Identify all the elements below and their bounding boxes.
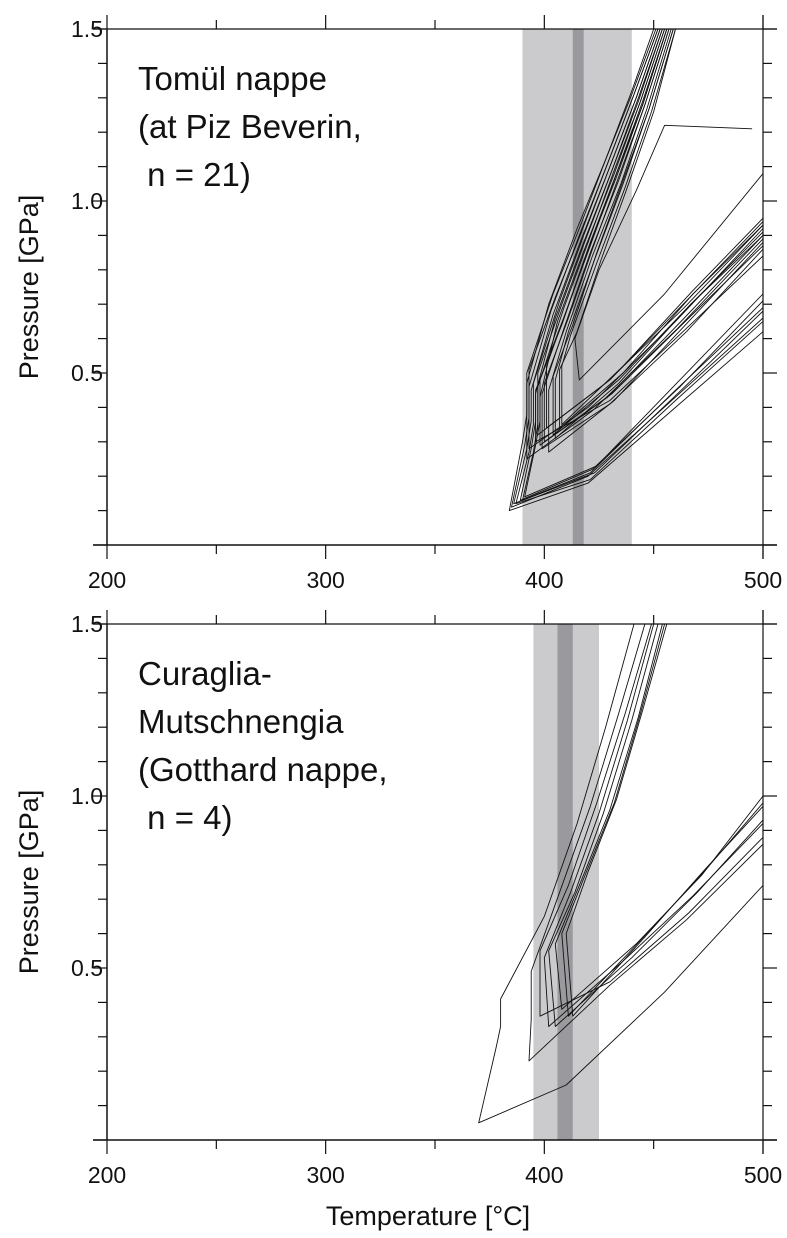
series-line-7	[539, 624, 763, 1017]
series-line-12	[526, 29, 763, 460]
series-line-20	[539, 29, 763, 446]
series-line-9	[554, 29, 763, 439]
series-line-17	[543, 29, 763, 443]
series-line-19	[559, 29, 763, 429]
series-line-3	[548, 624, 763, 1027]
series-line-14	[546, 29, 763, 429]
annotation-line-3: (Gotthard nappe,	[138, 751, 388, 788]
x-tick-label: 300	[306, 567, 344, 593]
series-group	[478, 624, 763, 1124]
x-tick-label: 200	[88, 1162, 126, 1188]
y-tick-label: 1.0	[71, 188, 103, 214]
series-line-10	[561, 29, 763, 426]
y-tick-label: 1.0	[71, 783, 103, 809]
series-line-15	[515, 29, 763, 505]
y-tick-label: 1.5	[71, 16, 103, 42]
series-line-22	[574, 124, 753, 339]
annotation-line-3: n = 21)	[138, 156, 251, 193]
annotation-line-1: Curaglia-	[138, 655, 272, 692]
annotation-line-2: (at Piz Beverin,	[138, 108, 362, 145]
annotation-line-1: Tomül nappe	[138, 60, 327, 97]
x-tick-label: 400	[525, 1162, 563, 1188]
series-line-5	[543, 624, 763, 1027]
series-line-7	[541, 29, 763, 450]
y-tick-label: 0.5	[71, 955, 103, 981]
series-line-2	[528, 624, 763, 1062]
temperature-band-mean	[557, 624, 573, 1140]
series-line-8	[548, 29, 763, 453]
panel-tomul-nappe: Tomül nappe (at Piz Beverin, n = 21) Pre…	[14, 15, 782, 593]
annotation-line-2: Mutschnengia	[138, 703, 344, 740]
x-tick-label: 200	[88, 567, 126, 593]
series-line-18	[552, 29, 763, 436]
y-tick-label: 0.5	[71, 360, 103, 386]
panel-curaglia-mutschnengia: Curaglia- Mutschnengia (Gotthard nappe, …	[14, 610, 782, 1231]
series-line-21	[574, 173, 763, 381]
series-line-11	[528, 29, 763, 450]
y-axis-title: Pressure [GPa]	[14, 790, 44, 975]
x-axis-title: Temperature [°C]	[326, 1201, 530, 1231]
y-axis-title: Pressure [GPa]	[14, 195, 44, 380]
x-tick-label: 300	[306, 1162, 344, 1188]
annotation-line-4: n = 4)	[138, 799, 232, 836]
y-tick-label: 1.5	[71, 611, 103, 637]
series-group	[508, 29, 763, 512]
series-line-8	[565, 624, 763, 1017]
x-tick-label: 400	[525, 567, 563, 593]
series-line-1	[478, 624, 763, 1124]
series-line-16	[522, 29, 763, 501]
x-tick-label: 500	[744, 567, 782, 593]
series-line-13	[537, 29, 763, 436]
x-tick-label: 500	[744, 1162, 782, 1188]
